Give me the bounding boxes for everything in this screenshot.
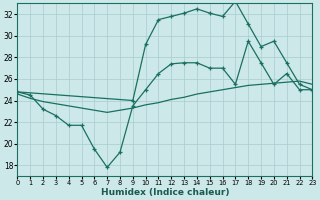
X-axis label: Humidex (Indice chaleur): Humidex (Indice chaleur) bbox=[100, 188, 229, 197]
